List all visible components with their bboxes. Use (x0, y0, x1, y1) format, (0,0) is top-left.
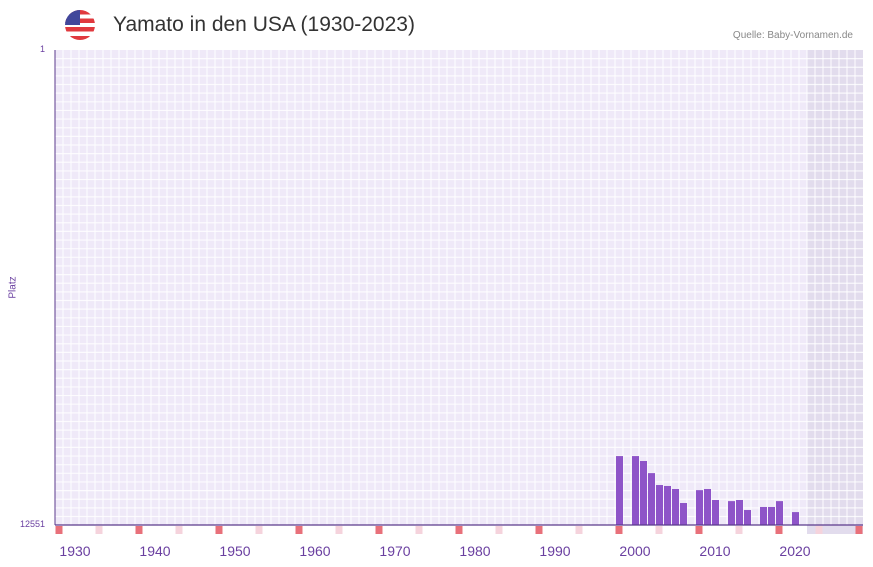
decade-marker (455, 526, 463, 534)
bar-2016 (760, 506, 767, 525)
plot-background (55, 50, 863, 525)
bar-2008 (696, 490, 703, 525)
bar-2018 (776, 501, 783, 525)
decade-marker (575, 526, 583, 534)
x-tick-label: 2010 (699, 543, 730, 559)
source-link[interactable]: Quelle: Baby-Vornamen.de (732, 30, 853, 41)
decade-marker (255, 526, 263, 534)
decade-marker (415, 526, 423, 534)
x-tick-label: 1950 (219, 543, 250, 559)
decade-marker (215, 526, 223, 534)
decade-marker (95, 526, 103, 534)
decade-marker (135, 526, 143, 534)
y-tick-bottom: 12551 (19, 519, 45, 529)
x-tick-label: 2020 (779, 543, 810, 559)
bar-2002 (648, 473, 655, 525)
decade-marker (615, 526, 623, 534)
x-tick-label: 1940 (139, 543, 170, 559)
bar-2000 (632, 456, 639, 525)
bar-2003 (656, 485, 663, 525)
bar-2001 (640, 460, 647, 525)
decade-marker (855, 526, 863, 534)
x-tick-label: 1960 (299, 543, 330, 559)
decade-marker (775, 526, 783, 534)
x-tick-label: 2000 (619, 543, 650, 559)
decade-marker (735, 526, 743, 534)
x-tick-label: 1990 (539, 543, 570, 559)
bar-2012 (728, 501, 735, 525)
decade-marker (655, 526, 663, 534)
bar-2004 (664, 485, 671, 525)
bar-2014 (744, 510, 751, 525)
decade-marker (55, 526, 63, 534)
bar-2020 (792, 512, 799, 525)
bar-1998 (616, 456, 623, 525)
us-flag-icon (65, 10, 95, 40)
bar-2013 (736, 499, 743, 525)
decade-marker (295, 526, 303, 534)
x-tick-label: 1970 (379, 543, 410, 559)
decade-marker (175, 526, 183, 534)
decade-marker (695, 526, 703, 534)
decade-marker (495, 526, 503, 534)
bar-2005 (672, 489, 679, 525)
x-tick-label: 1980 (459, 543, 490, 559)
bar-2010 (712, 499, 719, 525)
y-tick-top: 1 (39, 44, 45, 54)
decade-marker (335, 526, 343, 534)
x-tick-label: 1930 (59, 543, 90, 559)
bar-2006 (680, 503, 687, 525)
decade-marker (375, 526, 383, 534)
decade-marker (535, 526, 543, 534)
bar-2017 (768, 506, 775, 525)
bar-2009 (704, 489, 711, 525)
decade-marker (815, 526, 823, 534)
chart-title: Yamato in den USA (1930-2023) (113, 13, 415, 36)
